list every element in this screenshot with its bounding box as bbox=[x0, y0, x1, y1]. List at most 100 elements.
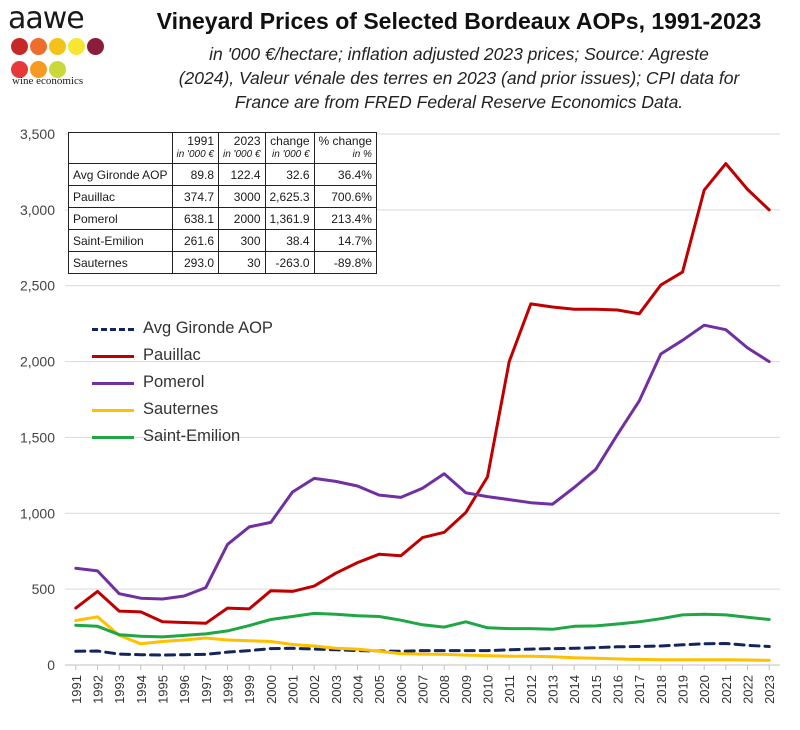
legend-swatch bbox=[92, 382, 134, 385]
table-row-label: Avg Gironde AOP bbox=[68, 163, 173, 186]
legend-swatch bbox=[92, 436, 134, 439]
x-tick-label: 2017 bbox=[632, 675, 647, 704]
table-cell: 213.4% bbox=[313, 207, 377, 230]
y-tick-label: 3,500 bbox=[20, 126, 55, 142]
table-cell: 300 bbox=[218, 229, 266, 252]
legend-label: Saint-Emilion bbox=[143, 427, 241, 445]
x-tick-label: 2018 bbox=[654, 675, 669, 704]
x-tick-label: 1994 bbox=[134, 675, 149, 704]
aawe-logo: aawe wine economics bbox=[8, 1, 108, 87]
table-row: Avg Gironde AOP 89.8 122.4 32.6 36.4% bbox=[68, 163, 377, 186]
table-header-cell: change in '000 € bbox=[264, 132, 315, 164]
table-cell: 14.7% bbox=[313, 229, 377, 252]
table-cell: 293.0 bbox=[171, 251, 219, 274]
table-cell: -89.8% bbox=[313, 251, 377, 274]
x-tick-label: 2007 bbox=[416, 675, 431, 704]
x-tick-label: 2014 bbox=[567, 675, 582, 704]
chart-subtitle: in '000 €/hectare; inflation adjusted 20… bbox=[118, 42, 800, 114]
x-tick-label: 2015 bbox=[589, 675, 604, 704]
table-row-label: Pomerol bbox=[68, 207, 173, 230]
legend-swatch bbox=[92, 409, 134, 412]
table-header-cell: % change in % bbox=[313, 132, 377, 164]
x-tick-label: 2021 bbox=[719, 675, 734, 704]
subtitle-line: in '000 €/hectare; inflation adjusted 20… bbox=[209, 44, 709, 64]
table-cell: 3000 bbox=[218, 185, 266, 208]
table-cell: 638.1 bbox=[171, 207, 219, 230]
table-header-cell: 2023 in '000 € bbox=[218, 132, 266, 164]
table-cell: 122.4 bbox=[218, 163, 266, 186]
x-tick-label: 2009 bbox=[459, 675, 474, 704]
y-tick-label: 500 bbox=[32, 581, 56, 597]
table-row: Pomerol 638.1 2000 1,361.9 213.4% bbox=[68, 207, 377, 230]
table-cell: 36.4% bbox=[313, 163, 377, 186]
logo-dot bbox=[49, 61, 66, 78]
x-tick-label: 1997 bbox=[199, 675, 214, 704]
legend-label: Avg Gironde AOP bbox=[143, 319, 273, 337]
logo-dot bbox=[30, 38, 47, 55]
logo-dot bbox=[87, 38, 104, 55]
table-cell: 89.8 bbox=[171, 163, 219, 186]
legend-label: Sauternes bbox=[143, 400, 219, 418]
y-tick-label: 1,500 bbox=[20, 429, 55, 445]
x-tick-label: 2022 bbox=[741, 675, 756, 704]
table-row: Pauillac 374.7 3000 2,625.3 700.6% bbox=[68, 185, 377, 208]
x-tick-label: 2002 bbox=[307, 675, 322, 704]
table-cell: 1,361.9 bbox=[264, 207, 315, 230]
subtitle-line: (2024), Valeur vénale des terres en 2023… bbox=[178, 68, 740, 88]
x-tick-label: 2001 bbox=[286, 675, 301, 704]
table-row-label: Sauternes bbox=[68, 251, 173, 274]
x-tick-label: 2008 bbox=[437, 675, 452, 704]
legend-swatch bbox=[92, 355, 134, 358]
table-cell: 2000 bbox=[218, 207, 266, 230]
x-tick-label: 2005 bbox=[372, 675, 387, 704]
table-cell: -263.0 bbox=[264, 251, 315, 274]
x-tick-label: 2013 bbox=[546, 675, 561, 704]
x-tick-label: 2012 bbox=[524, 675, 539, 704]
table-cell: 700.6% bbox=[313, 185, 377, 208]
x-tick-label: 2016 bbox=[611, 675, 626, 704]
x-tick-label: 1993 bbox=[112, 675, 127, 704]
table-cell: 38.4 bbox=[264, 229, 315, 252]
logo-dot bbox=[11, 38, 28, 55]
x-tick-label: 1991 bbox=[69, 675, 84, 704]
x-tick-label: 1998 bbox=[221, 675, 236, 704]
legend-swatch bbox=[92, 328, 134, 331]
x-tick-label: 2000 bbox=[264, 675, 279, 704]
series-line-pauillac bbox=[74, 162, 771, 625]
x-tick-label: 2010 bbox=[481, 675, 496, 704]
table-row: Saint-Emilion 261.6 300 38.4 14.7% bbox=[68, 229, 377, 252]
table-cell: 32.6 bbox=[264, 163, 315, 186]
logo-dot bbox=[11, 61, 28, 78]
y-tick-label: 1,000 bbox=[20, 505, 55, 521]
table-cell: 374.7 bbox=[171, 185, 219, 208]
logo-wordmark: aawe bbox=[8, 1, 85, 36]
x-tick-label: 2011 bbox=[502, 675, 517, 703]
y-tick-label: 3,000 bbox=[20, 202, 55, 218]
logo-tagline: wine economics bbox=[12, 75, 84, 87]
x-tick-label: 2003 bbox=[329, 675, 344, 704]
table-header-cell bbox=[68, 132, 173, 164]
x-tick-label: 2006 bbox=[394, 675, 409, 704]
x-tick-label: 2023 bbox=[762, 675, 777, 704]
x-tick-label: 2020 bbox=[697, 675, 712, 704]
y-tick-label: 2,000 bbox=[20, 354, 55, 370]
legend-label: Pauillac bbox=[143, 346, 201, 364]
y-tick-label: 2,500 bbox=[20, 278, 55, 294]
x-tick-label: 2019 bbox=[676, 675, 691, 704]
table-cell: 30 bbox=[218, 251, 266, 274]
chart-title: Vineyard Prices of Selected Bordeaux AOP… bbox=[156, 8, 762, 34]
series-line-pomerol bbox=[74, 323, 771, 601]
table-header-cell: 1991 in '000 € bbox=[171, 132, 219, 164]
summary-table: 1991 in '000 €2023 in '000 € change in '000 … bbox=[68, 132, 377, 274]
series-line-avg-gironde-aop bbox=[74, 642, 771, 657]
x-tick-label: 1999 bbox=[242, 675, 257, 704]
logo-dot bbox=[30, 61, 47, 78]
table-cell: 2,625.3 bbox=[264, 185, 315, 208]
series-line-saint-emilion bbox=[74, 611, 771, 639]
x-tick-label: 2004 bbox=[351, 675, 366, 704]
logo-dot bbox=[49, 38, 66, 55]
y-tick-label: 0 bbox=[47, 657, 55, 673]
subtitle-line: France are from FRED Federal Reserve Eco… bbox=[234, 92, 684, 112]
table-row-label: Saint-Emilion bbox=[68, 229, 173, 252]
